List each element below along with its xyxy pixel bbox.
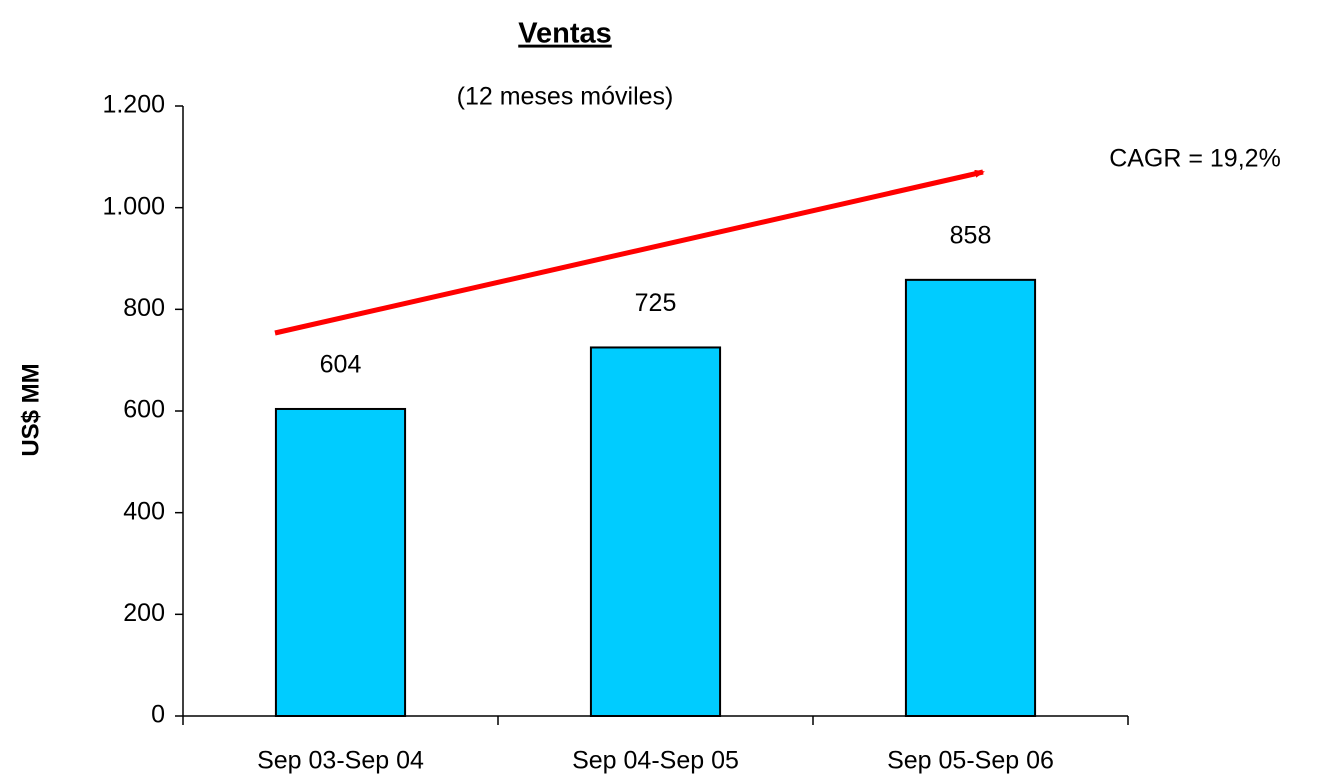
bar bbox=[274, 407, 407, 717]
x-tick-label: Sep 03-Sep 04 bbox=[257, 747, 424, 775]
data-label: 604 bbox=[320, 351, 362, 379]
data-label: 858 bbox=[950, 221, 992, 249]
data-label: 725 bbox=[635, 289, 677, 317]
y-tick-label: 1.000 bbox=[102, 192, 165, 220]
y-tick-label: 0 bbox=[151, 701, 165, 729]
x-tick-label: Sep 04-Sep 05 bbox=[572, 747, 739, 775]
bar bbox=[589, 346, 722, 717]
trend-arrow bbox=[274, 169, 985, 336]
x-tick-label: Sep 05-Sep 06 bbox=[887, 747, 1054, 775]
annotation: CAGR = 19,2% bbox=[1109, 145, 1281, 173]
y-tick-label: 200 bbox=[123, 599, 165, 627]
chart-title: Ventas bbox=[518, 18, 612, 50]
y-tick-label: 1.200 bbox=[102, 91, 165, 119]
y-axis-label: US$ MM bbox=[17, 363, 44, 456]
chart-subtitle: (12 meses móviles) bbox=[457, 83, 674, 111]
y-tick-label: 400 bbox=[123, 497, 165, 525]
y-tick-label: 800 bbox=[123, 294, 165, 322]
bar bbox=[904, 278, 1037, 717]
y-tick-label: 600 bbox=[123, 396, 165, 424]
